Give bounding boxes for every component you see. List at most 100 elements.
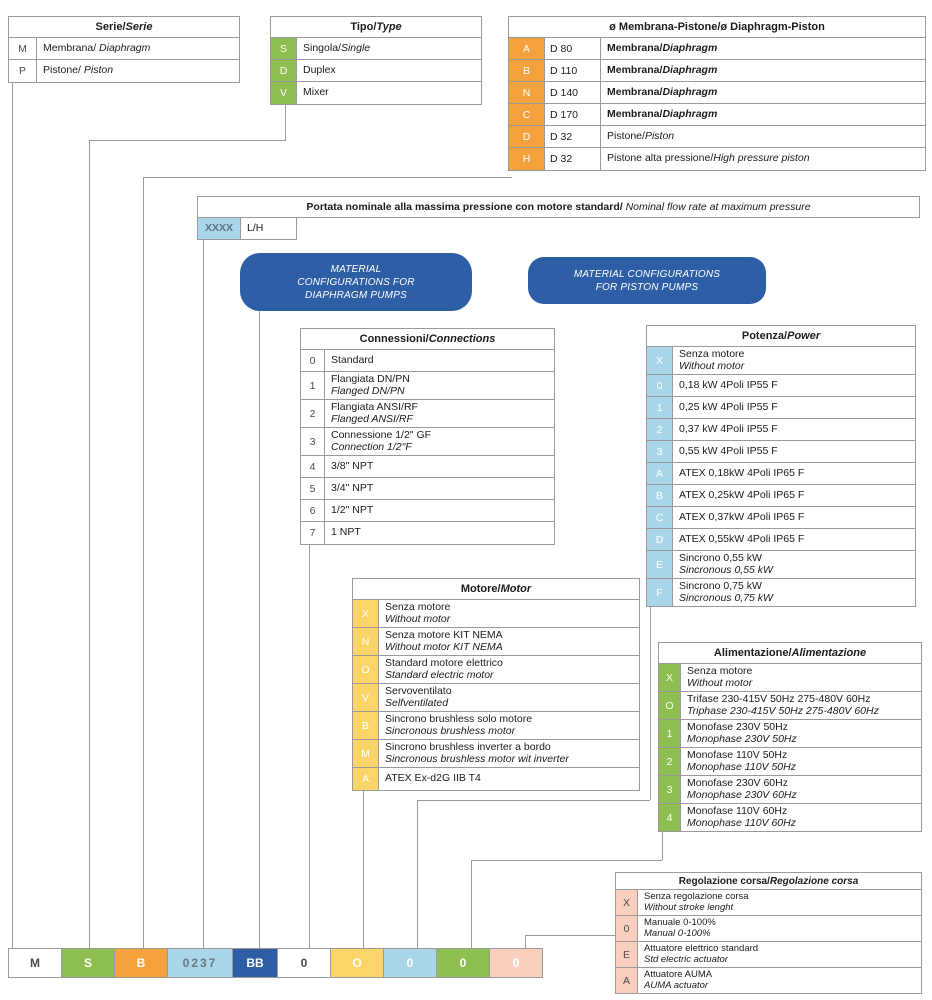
potenza-row-X: X Senza motore Without motor — [647, 347, 915, 375]
code-box-serie: M — [8, 948, 62, 978]
badge-line: MATERIAL — [330, 263, 382, 275]
motore-row-X: X Senza motore Without motor — [353, 600, 639, 628]
potenza-code-C: C — [647, 507, 673, 528]
connessioni-code-4: 4 — [301, 456, 325, 477]
tipo-code-S: S — [271, 38, 297, 59]
table-power-supply: Alimentazione/Alimentazione X Senza motore… — [658, 642, 922, 832]
table-motor: Motore/Motor X Senza motore Without motor N S… — [352, 578, 640, 791]
connessioni-row-3: 3 Connessione 1/2" GF Connection 1/2"F — [301, 428, 554, 456]
serie-desc-M: Membrana/ Diaphragm — [43, 41, 151, 54]
connector-serie — [12, 70, 13, 948]
tipo-desc-V: Mixer — [303, 86, 329, 99]
badge-line: DIAPHRAGM PUMPS — [305, 289, 407, 301]
potenza-desc-E: Sincrono 0,55 kW Sincronous 0,55 kW — [679, 552, 773, 576]
motore-code-M: M — [353, 740, 379, 767]
connessioni-code-2: 2 — [301, 400, 325, 427]
code-box-material-config: BB — [232, 948, 278, 978]
membrana-size-B: D 110 — [545, 60, 601, 81]
alimentazione-desc-3: Monofase 230V 60Hz Monophase 230V 60Hz — [687, 777, 797, 801]
alimentazione-code-4: 4 — [659, 804, 681, 831]
membrana-desc-C: Membrana/Diaphragm — [607, 107, 718, 120]
membrana-size-D: D 32 — [545, 126, 601, 147]
connector-power — [417, 800, 418, 948]
tipo-row-V: V Mixer — [271, 82, 481, 104]
alimentazione-desc-4: Monofase 110V 60Hz Monophase 110V 60Hz — [687, 805, 796, 829]
membrana-desc-D: Pistone/Piston — [607, 129, 675, 142]
connessioni-desc-0: Standard — [331, 353, 374, 366]
flow-rate-code-cell: XXXX — [197, 218, 241, 240]
membrana-desc-A: Membrana/Diaphragm — [607, 41, 718, 54]
connector-power-horizontal — [417, 800, 650, 801]
potenza-desc-B: ATEX 0,25kW 4Poli IP65 F — [679, 488, 805, 501]
potenza-desc-3: 0,55 kW 4Poli IP55 F — [679, 444, 778, 457]
motore-code-O: O — [353, 656, 379, 683]
code-box-stroke-adjustment: 0 — [489, 948, 543, 978]
connector-tipo-riser — [285, 95, 286, 140]
motore-code-N: N — [353, 628, 379, 655]
alimentazione-row-3: 3 Monofase 230V 60Hz Monophase 230V 60Hz — [659, 776, 921, 804]
alimentazione-row-2: 2 Monofase 110V 50Hz Monophase 110V 50Hz — [659, 748, 921, 776]
membrana-code-A: A — [509, 38, 545, 59]
material-config-piston-badge: MATERIAL CONFIGURATIONS FOR PISTON PUMPS — [528, 257, 766, 304]
connessioni-row-4: 4 3/8" NPT — [301, 456, 554, 478]
membrana-code-D: D — [509, 126, 545, 147]
serie-row-P: P Pistone/ Piston — [9, 60, 239, 82]
potenza-code-B: B — [647, 485, 673, 506]
connessioni-code-6: 6 — [301, 500, 325, 521]
potenza-code-A: A — [647, 463, 673, 484]
alimentazione-row-O: O Trifase 230-415V 50Hz 275-480V 60Hz Trip… — [659, 692, 921, 720]
alimentazione-row-X: X Senza motore Without motor — [659, 664, 921, 692]
potenza-code-F: F — [647, 579, 673, 606]
alimentazione-code-3: 3 — [659, 776, 681, 803]
motore-code-X: X — [353, 600, 379, 627]
regolazione-code-0: 0 — [616, 916, 638, 941]
table-title-alimentazione: Alimentazione/Alimentazione — [659, 643, 921, 664]
table-title-motore: Motore/Motor — [353, 579, 639, 600]
potenza-desc-A: ATEX 0,18kW 4Poli IP65 F — [679, 466, 805, 479]
alimentazione-code-1: 1 — [659, 720, 681, 747]
potenza-desc-2: 0,37 kW 4Poli IP55 F — [679, 422, 778, 435]
potenza-row-2: 2 0,37 kW 4Poli IP55 F — [647, 419, 915, 441]
motore-desc-V: Servoventilato Selfventilated — [385, 685, 452, 709]
tipo-desc-S: Singola/Single — [303, 41, 371, 54]
motore-desc-N: Senza motore KIT NEMA Without motor KIT N… — [385, 629, 503, 653]
alimentazione-desc-1: Monofase 230V 50Hz Monophase 230V 50Hz — [687, 721, 797, 745]
motore-desc-X: Senza motore Without motor — [385, 601, 451, 625]
code-box-diaphragm-piston: B — [114, 948, 168, 978]
connector-diaphragm-horizontal — [143, 177, 512, 178]
connessioni-desc-6: 1/2" NPT — [331, 503, 374, 516]
potenza-row-C: C ATEX 0,37kW 4Poli IP65 F — [647, 507, 915, 529]
connessioni-desc-4: 3/8" NPT — [331, 459, 374, 472]
membrana-code-N: N — [509, 82, 545, 103]
serie-row-M: M Membrana/ Diaphragm — [9, 38, 239, 60]
potenza-desc-1: 0,25 kW 4Poli IP55 F — [679, 400, 778, 413]
table-serie: Serie/Serie M Membrana/ Diaphragm P Pistone/… — [8, 16, 240, 83]
code-box-tipo: S — [61, 948, 115, 978]
connector-supply-horizontal — [471, 860, 662, 861]
potenza-row-F: F Sincrono 0,75 kW Sincronous 0,75 kW — [647, 579, 915, 606]
connessioni-row-5: 5 3/4" NPT — [301, 478, 554, 500]
table-title-connessioni: Connessioni/Connections — [301, 329, 554, 350]
connector-supply — [471, 860, 472, 948]
alimentazione-row-1: 1 Monofase 230V 50Hz Monophase 230V 50Hz — [659, 720, 921, 748]
connessioni-row-0: 0 Standard — [301, 350, 554, 372]
code-box-power-supply: 0 — [436, 948, 490, 978]
regolazione-row-X: X Senza regolazione corsa Without stroke l… — [616, 890, 921, 916]
motore-row-A: A ATEX Ex-d2G IIB T4 — [353, 768, 639, 790]
regolazione-row-E: E Attuatore elettrico standard Std electri… — [616, 942, 921, 968]
regolazione-code-E: E — [616, 942, 638, 967]
potenza-desc-F: Sincrono 0,75 kW Sincronous 0,75 kW — [679, 580, 773, 604]
connessioni-row-7: 7 1 NPT — [301, 522, 554, 544]
table-title-serie: Serie/Serie — [9, 17, 239, 38]
code-box-power: 0 — [383, 948, 437, 978]
serie-desc-P: Pistone/ Piston — [43, 64, 114, 77]
tipo-code-V: V — [271, 82, 297, 104]
alimentazione-code-O: O — [659, 692, 681, 719]
potenza-code-3: 3 — [647, 441, 673, 462]
membrana-size-C: D 170 — [545, 104, 601, 125]
membrana-desc-B: Membrana/Diaphragm — [607, 63, 718, 76]
connector-supply-stub — [662, 820, 663, 860]
